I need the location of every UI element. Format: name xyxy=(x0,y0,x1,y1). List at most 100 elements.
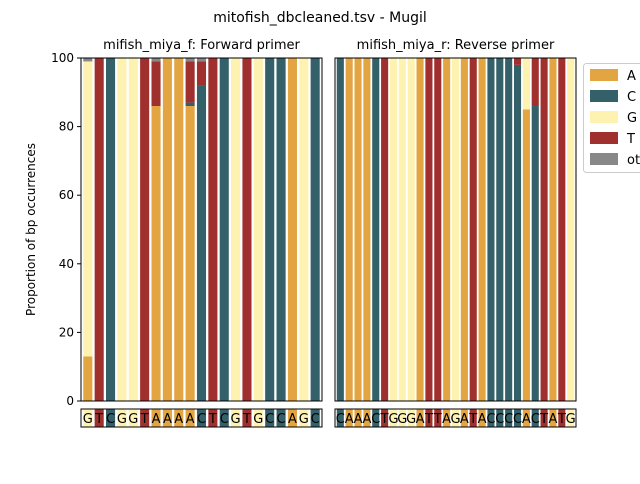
bar-segment-C-2 xyxy=(106,58,115,401)
seq-letter-15: T xyxy=(468,412,477,427)
bar-segment-C-18 xyxy=(496,58,503,401)
seq-letter-4: G xyxy=(128,412,138,427)
y-tick-label: 0 xyxy=(66,394,74,408)
bar-segment-C-9 xyxy=(186,103,195,106)
bar-segment-T-11 xyxy=(434,58,441,401)
seq-letter-0: C xyxy=(336,412,345,427)
y-tick-label: 60 xyxy=(59,188,74,202)
seq-letter-11: T xyxy=(208,412,217,427)
bar-segment-C-17 xyxy=(487,58,494,401)
bar-segment-T-23 xyxy=(541,58,548,401)
seq-letter-15: G xyxy=(253,412,263,427)
bar-segment-T-5 xyxy=(140,58,149,401)
bar-segment-T-1 xyxy=(95,58,104,401)
forward-primer-panel: mifish_miya_f: Forward primer02040608010… xyxy=(24,38,322,427)
bar-segment-G-3 xyxy=(117,58,126,401)
seq-letter-17: C xyxy=(277,412,286,427)
legend-label-C: C xyxy=(627,90,636,105)
chart-title: mifish_miya_f: Forward primer xyxy=(103,38,300,53)
seq-letter-12: C xyxy=(220,412,229,427)
bar-segment-T-11 xyxy=(208,58,217,401)
seq-letter-18: C xyxy=(495,412,504,427)
bar-segment-G-0 xyxy=(83,61,92,356)
bar-segment-A-3 xyxy=(363,58,370,401)
seq-letter-10: T xyxy=(424,412,433,427)
seq-letter-20: C xyxy=(513,412,522,427)
bar-segment-A-9 xyxy=(186,106,195,401)
bar-segment-C-10 xyxy=(197,85,206,401)
seq-letter-17: C xyxy=(486,412,495,427)
bar-segment-A-16 xyxy=(479,58,486,401)
bar-segment-C-12 xyxy=(220,58,229,401)
seq-letter-10: C xyxy=(197,412,206,427)
seq-letter-8: A xyxy=(174,412,183,427)
legend-label-G: G xyxy=(627,111,637,126)
bar-segment-A-2 xyxy=(354,58,361,401)
bar-segment-A-0 xyxy=(83,356,92,401)
seq-letter-14: A xyxy=(460,412,469,427)
y-tick-label: 20 xyxy=(59,325,74,339)
bar-segment-T-6 xyxy=(151,61,160,106)
figure-suptitle: mitofish_dbcleaned.tsv - Mugil xyxy=(213,10,427,26)
bar-segment-G-13 xyxy=(452,58,459,401)
bar-segment-C-19 xyxy=(505,58,512,401)
bar-segment-A-14 xyxy=(461,58,468,401)
seq-letter-1: T xyxy=(94,412,103,427)
bar-segment-A-6 xyxy=(151,106,160,401)
bar-segment-C-4 xyxy=(372,58,379,401)
bar-segment-T-10 xyxy=(197,61,206,85)
legend-label-T: T xyxy=(626,132,635,147)
bar-segment-C-20 xyxy=(311,58,320,401)
bar-segment-G-21 xyxy=(523,58,530,109)
seq-letter-11: T xyxy=(433,412,442,427)
bar-segment-G-8 xyxy=(408,58,415,401)
seq-letter-0: G xyxy=(83,412,93,427)
legend-swatch-T xyxy=(590,132,618,144)
legend-swatch-G xyxy=(590,111,618,123)
seq-letter-20: C xyxy=(311,412,320,427)
bar-segment-G-4 xyxy=(129,58,138,401)
seq-letter-5: T xyxy=(380,412,389,427)
bar-segment-G-13 xyxy=(231,58,240,401)
bar-segment-other-0 xyxy=(83,58,92,61)
bar-segment-A-7 xyxy=(163,58,172,401)
legend-swatch-other xyxy=(590,153,618,165)
bar-segment-T-25 xyxy=(558,58,565,401)
bar-segment-G-6 xyxy=(390,58,397,401)
seq-letter-16: A xyxy=(478,412,487,427)
bar-segment-T-20 xyxy=(514,58,521,65)
seq-letter-24: A xyxy=(549,412,558,427)
seq-letter-16: C xyxy=(265,412,274,427)
bar-segment-T-10 xyxy=(425,58,432,401)
bar-segment-other-6 xyxy=(151,58,160,61)
seq-letter-22: C xyxy=(531,412,540,427)
seq-letter-2: A xyxy=(354,412,363,427)
seq-letter-3: A xyxy=(362,412,371,427)
bar-segment-other-10 xyxy=(197,58,206,61)
bar-segment-G-26 xyxy=(567,58,574,401)
bar-segment-A-8 xyxy=(174,58,183,401)
bar-segment-other-9 xyxy=(186,58,195,61)
bar-segment-C-22 xyxy=(532,106,539,401)
seq-letter-19: G xyxy=(299,412,309,427)
bar-segment-T-15 xyxy=(470,58,477,401)
seq-letter-21: A xyxy=(522,412,531,427)
bar-segment-A-12 xyxy=(443,58,450,401)
legend-label-other: other xyxy=(627,153,640,168)
y-axis-label: Proportion of bp occurrences xyxy=(24,143,38,316)
seq-letter-26: G xyxy=(566,412,576,427)
bar-segment-T-9 xyxy=(186,61,195,102)
seq-letter-14: T xyxy=(242,412,251,427)
seq-letter-9: A xyxy=(186,412,195,427)
legend-swatch-A xyxy=(590,69,618,81)
bar-segment-G-19 xyxy=(299,58,308,401)
bar-segment-G-7 xyxy=(399,58,406,401)
seq-letter-3: G xyxy=(117,412,127,427)
seq-letter-7: A xyxy=(163,412,172,427)
bar-segment-A-18 xyxy=(288,58,297,401)
seq-letter-19: C xyxy=(504,412,513,427)
seq-letter-2: C xyxy=(106,412,115,427)
bar-segment-T-14 xyxy=(242,58,251,401)
